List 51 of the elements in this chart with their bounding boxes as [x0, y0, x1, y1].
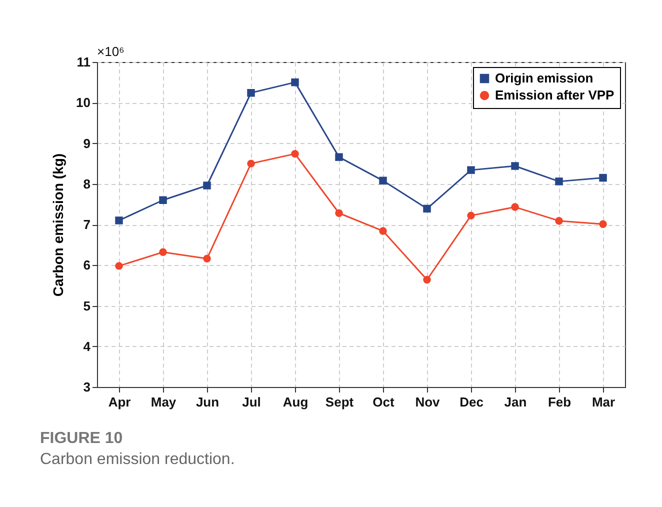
y-tick-label: 8 — [83, 176, 90, 192]
point — [555, 216, 563, 225]
point — [203, 254, 211, 262]
x-tick-label: Apr — [108, 394, 131, 410]
point — [423, 204, 431, 213]
y-tick-label: 11 — [76, 54, 90, 70]
x-tick-label: Aug — [282, 394, 308, 410]
point — [467, 212, 475, 220]
point — [247, 89, 255, 97]
point — [555, 178, 563, 186]
point — [291, 78, 299, 86]
x-tick-label: Nov — [415, 394, 441, 410]
point — [291, 150, 299, 158]
point — [379, 227, 387, 235]
text: Carbon emission reduction. — [40, 451, 235, 469]
point — [511, 203, 519, 211]
point — [247, 160, 255, 168]
x-tick-label: Sept — [325, 394, 354, 410]
y-tick-label: 7 — [83, 217, 90, 232]
y-tick-label: 10 — [76, 95, 90, 110]
text: ×10⁶ — [97, 44, 124, 59]
point — [599, 174, 607, 182]
y-axis-title: Carbon emission (kg) — [50, 153, 66, 297]
x-tick-label: May — [150, 394, 177, 410]
x-tick-label: Jul — [242, 394, 261, 410]
legend-label: Origin emission — [495, 70, 594, 86]
x-tick-label: Oct — [372, 394, 396, 410]
x-tick-label: Dec — [460, 394, 484, 410]
y-tick-label: 3 — [83, 380, 90, 394]
caption: FIGURE 10 — [40, 430, 124, 448]
x-tick-label: Jan — [504, 394, 527, 410]
y-tick-label: 5 — [83, 298, 90, 314]
x-tick-label: Jun — [196, 394, 220, 410]
point — [379, 176, 387, 184]
point — [511, 162, 519, 170]
y-tick-label: 4 — [83, 338, 92, 354]
point — [203, 182, 211, 190]
point — [467, 166, 475, 174]
point — [159, 248, 167, 256]
point — [599, 220, 607, 228]
legend-label: Emission after VPP — [495, 88, 615, 102]
point — [159, 196, 167, 204]
point — [335, 209, 343, 217]
x-tick-label: Feb — [548, 394, 572, 410]
y-tick-label: 9 — [83, 136, 90, 151]
point — [423, 276, 431, 284]
point — [115, 216, 123, 224]
point — [115, 262, 123, 270]
point — [335, 153, 343, 161]
y-tick-label: 6 — [83, 258, 90, 273]
x-tick-label: Mar — [592, 394, 616, 410]
